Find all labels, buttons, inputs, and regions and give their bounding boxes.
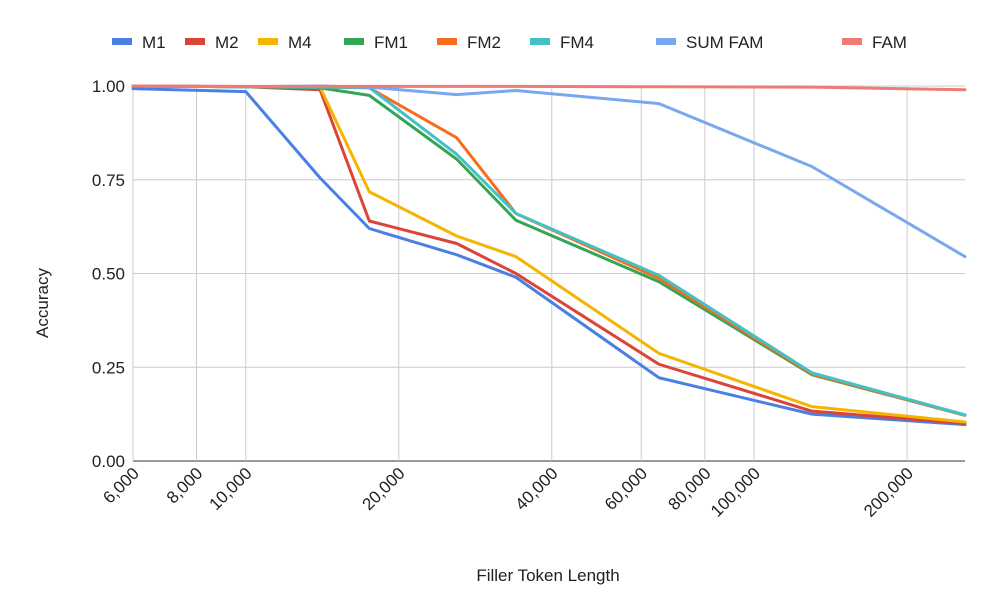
x-tick-label: 200,000 [860,464,917,521]
x-tick-label: 40,000 [511,464,561,514]
x-tick-label: 60,000 [601,464,651,514]
legend-item: M2 [185,33,239,52]
x-tick-label: 100,000 [707,464,764,521]
legend-swatch [842,38,862,45]
x-axis-title: Filler Token Length [476,566,619,585]
x-tick-label: 8,000 [163,464,207,508]
series-line-fm4 [131,84,967,417]
gridlines [132,85,965,462]
series-line-m4 [131,84,967,424]
legend-swatch [112,38,132,45]
legend: M1 M2 M4 FM1 FM2 FM4 SUM FAM FAM [112,33,907,52]
y-tick-label: 0.50 [92,265,125,284]
y-tick-label: 0.75 [92,171,125,190]
legend-item: FM2 [437,33,501,52]
legend-label: FAM [872,33,907,52]
legend-swatch [185,38,205,45]
legend-swatch [258,38,278,45]
legend-label: M4 [288,33,312,52]
series-line-sum-fam [131,84,967,259]
legend-item: SUM FAM [656,33,763,52]
y-tick-label: 0.00 [92,452,125,471]
series-line-fam [131,84,967,92]
legend-label: FM1 [374,33,408,52]
legend-item: M4 [258,33,312,52]
x-tick-label: 10,000 [205,464,255,514]
legend-item: FM1 [344,33,408,52]
series-line-fm2 [131,84,967,417]
legend-label: M1 [142,33,166,52]
series-lines [131,84,967,427]
y-tick-label: 1.00 [92,77,125,96]
legend-label: FM4 [560,33,594,52]
legend-swatch [437,38,457,45]
legend-swatch [530,38,550,45]
legend-item: FM4 [530,33,594,52]
series-line-m1 [131,87,967,427]
y-tick-label: 0.25 [92,358,125,377]
legend-swatch [344,38,364,45]
legend-swatch [656,38,676,45]
x-tick-label: 20,000 [358,464,408,514]
series-line-fm1 [131,84,967,417]
y-axis-title: Accuracy [33,268,52,338]
legend-label: M2 [215,33,239,52]
legend-label: SUM FAM [686,33,763,52]
series-line-m2 [131,84,967,425]
legend-item: FAM [842,33,907,52]
legend-item: M1 [112,33,166,52]
legend-label: FM2 [467,33,501,52]
axes: 0.000.250.500.751.006,000 8,000 10,000 20,0… [92,77,917,521]
